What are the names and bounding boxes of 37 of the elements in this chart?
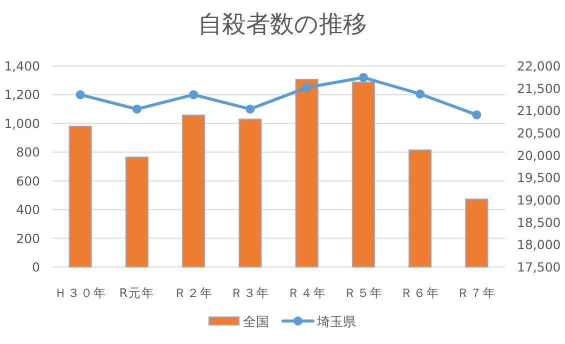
point [246, 104, 255, 114]
legend-label: 全国 [243, 315, 269, 330]
x-tick-label: Ｒ２年 [174, 286, 214, 300]
x-tick-label: Ｒ６年 [400, 286, 440, 300]
y-tick-label: 400 [16, 202, 40, 218]
chart-title: 自殺者数の推移 [198, 10, 367, 38]
y2-tick-label: 19,500 [517, 170, 561, 186]
y2-tick-label: 21,000 [517, 103, 561, 118]
y2-tick-label: 22,000 [517, 58, 561, 74]
y2-tick-label: 18,500 [517, 214, 561, 230]
y-tick-label: 600 [16, 173, 40, 188]
y-tick-label: 1,000 [4, 116, 40, 131]
point [189, 90, 198, 100]
point [472, 110, 482, 120]
x-tick-label: Ｒ４年 [287, 286, 326, 300]
y2-tick-label: 20,500 [517, 126, 561, 140]
y2-tick-label: 19,000 [517, 192, 561, 208]
point [76, 90, 85, 100]
x-tick-label: Ｈ３０年 [54, 286, 106, 300]
y-tick-label: 0 [32, 260, 40, 274]
point [358, 72, 368, 82]
y2-tick-label: 21,500 [517, 80, 561, 96]
point [302, 83, 312, 92]
x-tick-label: R元年 [119, 286, 155, 300]
point [132, 104, 142, 114]
y2-tick-label: 18,000 [517, 237, 561, 252]
legend-label: 埼玉県 [316, 315, 356, 330]
x-tick-label: Ｒ５年 [344, 286, 383, 300]
y2-tick-label: 20,000 [517, 148, 561, 163]
x-tick-label: Ｒ７年 [457, 286, 496, 300]
y-tick-label: 800 [16, 144, 40, 160]
y-tick-label: 200 [16, 230, 40, 246]
y-tick-label: 1,400 [4, 58, 40, 74]
point [416, 89, 425, 98]
y2-tick-label: 17,500 [517, 260, 561, 274]
y-tick-label: 1,200 [4, 87, 40, 102]
x-tick-label: Ｒ３年 [230, 286, 270, 300]
